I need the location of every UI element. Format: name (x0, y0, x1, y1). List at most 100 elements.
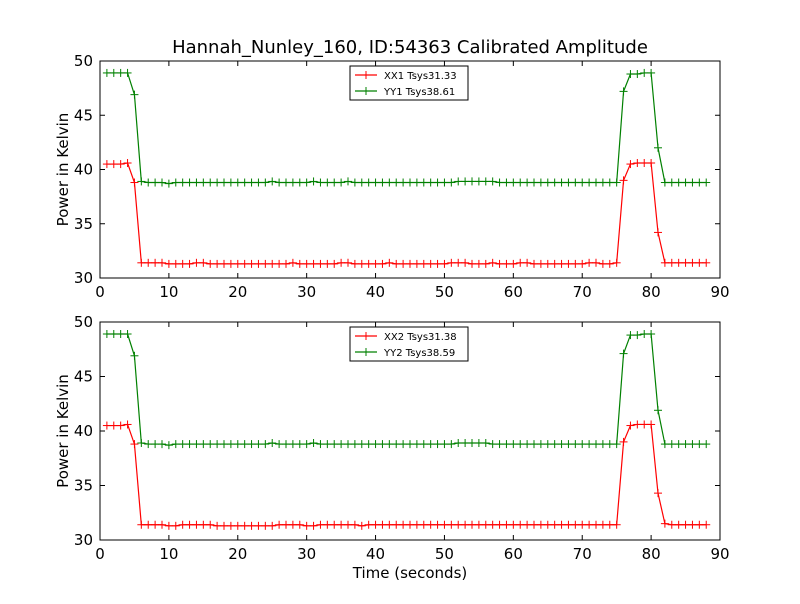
data-point (350, 259, 359, 268)
data-point (392, 520, 401, 529)
data-point (137, 177, 146, 186)
data-point (488, 177, 497, 186)
data-point (647, 329, 656, 338)
data-point (481, 438, 490, 447)
data-point (130, 440, 139, 449)
data-point (185, 259, 194, 268)
data-point (385, 178, 394, 187)
data-point (220, 440, 228, 449)
data-point (178, 520, 187, 529)
data-point (654, 406, 662, 415)
data-point (213, 259, 222, 268)
data-point (585, 440, 594, 449)
data-point (468, 177, 476, 186)
data-point (419, 520, 428, 529)
data-point (550, 259, 559, 268)
data-point (454, 177, 463, 186)
data-point (585, 258, 594, 267)
data-point (474, 438, 483, 447)
data-point (633, 331, 642, 340)
data-point (571, 440, 580, 449)
data-point (412, 259, 421, 268)
data-point (681, 440, 690, 449)
data-point (564, 440, 573, 449)
data-point (605, 520, 614, 529)
data-point (350, 440, 359, 449)
data-point (164, 259, 173, 268)
data-point (578, 178, 587, 187)
data-point (109, 160, 118, 169)
data-point (488, 258, 497, 267)
data-point (288, 178, 297, 187)
x-tick-label: 30 (297, 283, 316, 301)
data-point (130, 90, 139, 99)
data-point (282, 520, 290, 529)
data-point (468, 259, 476, 268)
data-point (316, 178, 325, 187)
data-point (612, 440, 621, 449)
data-point (474, 520, 483, 529)
data-point (233, 178, 242, 187)
data-point (433, 440, 442, 449)
data-point (509, 440, 518, 449)
data-point (543, 259, 552, 268)
data-point (461, 258, 470, 267)
data-point (688, 440, 697, 449)
data-point (268, 438, 277, 447)
data-point (330, 520, 339, 529)
data-point (557, 440, 566, 449)
data-point (419, 259, 428, 268)
data-point (116, 329, 125, 338)
data-point (330, 178, 339, 187)
data-point (123, 420, 132, 429)
data-point (406, 520, 414, 529)
data-point (323, 178, 332, 187)
x-tick-label: 90 (710, 545, 729, 563)
x-tick-label: 70 (573, 283, 592, 301)
data-point (426, 178, 435, 187)
data-point (385, 440, 394, 449)
data-point (550, 178, 559, 187)
data-point (640, 68, 649, 77)
data-point (399, 520, 408, 529)
data-point (144, 178, 153, 187)
data-point (330, 259, 339, 268)
data-point (530, 178, 538, 187)
data-point (295, 440, 304, 449)
data-point (474, 259, 483, 268)
x-tick-label: 20 (228, 545, 247, 563)
data-point (158, 178, 166, 187)
data-point (337, 520, 346, 529)
data-point (226, 521, 235, 530)
data-point (688, 178, 697, 187)
data-point (633, 420, 642, 429)
data-point (254, 440, 263, 449)
data-point (192, 520, 201, 529)
y-tick-label: 40 (74, 422, 93, 440)
data-point (364, 259, 373, 268)
data-point (199, 520, 208, 529)
data-point (502, 178, 511, 187)
data-point (619, 437, 628, 446)
data-point (488, 440, 497, 449)
data-point (350, 178, 359, 187)
data-point (447, 178, 456, 187)
data-point (585, 520, 594, 529)
data-point (412, 440, 421, 449)
legend-label: XX2 Tsys31.38 (384, 332, 457, 343)
data-point (564, 259, 573, 268)
series-1-1 (102, 158, 711, 268)
data-point (550, 440, 559, 449)
data-point (151, 178, 160, 187)
x-tick-label: 0 (95, 545, 105, 563)
data-point (371, 259, 380, 268)
panels: 0 10 20 30 40 50 60 70 80 90 30 35 40 45 50 Power in Ke… (54, 52, 730, 563)
data-point (357, 440, 366, 449)
data-point (633, 158, 642, 167)
data-point (667, 440, 676, 449)
data-point (192, 258, 201, 267)
data-point (109, 329, 118, 338)
data-point (199, 178, 208, 187)
chart-panel-2: 0 10 20 30 40 50 60 70 80 90 30 35 40 45 50 Power in Ke… (54, 313, 730, 563)
